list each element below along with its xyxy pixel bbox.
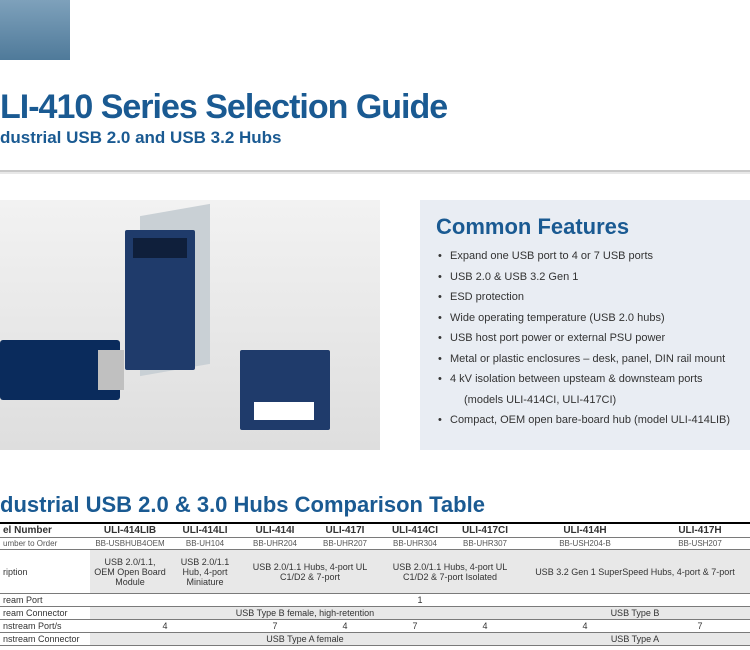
dp-cell: 7 xyxy=(380,620,450,633)
desc-cell: USB 3.2 Gen 1 SuperSpeed Hubs, 4-port & … xyxy=(520,550,750,594)
feature-item: Metal or plastic enclosures – desk, pane… xyxy=(436,351,734,368)
model-cell: ULI-414I xyxy=(240,523,310,538)
table-downstream-conn-row: nstream Connector USB Type A female USB … xyxy=(0,633,750,646)
title-divider xyxy=(0,170,750,174)
feature-item: Expand one USB port to 4 or 7 USB ports xyxy=(436,248,734,265)
table-upstream-port-row: ream Port 1 xyxy=(0,594,750,607)
header-accent-block xyxy=(0,0,70,60)
order-cell: BB-USBHUB4OEM xyxy=(90,538,170,550)
downstream-ports-label: nstream Port/s xyxy=(0,620,90,633)
hero-image xyxy=(0,200,380,450)
order-cell: BB-UHR204 xyxy=(240,538,310,550)
model-cell: ULI-417I xyxy=(310,523,380,538)
table-order-row: umber to Order BB-USBHUB4OEM BB-UH104 BB… xyxy=(0,538,750,550)
features-list: Expand one USB port to 4 or 7 USB ports … xyxy=(436,248,734,429)
order-cell: BB-UHR307 xyxy=(450,538,520,550)
desc-cell: USB 2.0/1.1 Hubs, 4-port UL C1/D2 & 7-po… xyxy=(380,550,520,594)
dp-cell: 7 xyxy=(240,620,310,633)
upstream-port-label: ream Port xyxy=(0,594,90,607)
upstream-conn-a: USB Type B female, high-retention xyxy=(90,607,520,620)
feature-item: USB host port power or external PSU powe… xyxy=(436,330,734,347)
upstream-conn-label: ream Connector xyxy=(0,607,90,620)
common-features-panel: Common Features Expand one USB port to 4… xyxy=(420,200,750,450)
hub-device-graphic-2 xyxy=(240,350,330,430)
hub-device-graphic-1 xyxy=(125,230,195,370)
order-cell: BB-UHR304 xyxy=(380,538,450,550)
downstream-conn-label: nstream Connector xyxy=(0,633,90,646)
model-number-label: el Number xyxy=(0,523,90,538)
title-block: LI-410 Series Selection Guide dustrial U… xyxy=(0,90,750,148)
feature-item: ESD protection xyxy=(436,289,734,306)
dp-cell: 4 xyxy=(520,620,650,633)
model-cell: ULI-414H xyxy=(520,523,650,538)
feature-item-sub: (models ULI-414CI, ULI-417CI) xyxy=(436,392,734,409)
desc-cell: USB 2.0/1.1, OEM Open Board Module xyxy=(90,550,170,594)
dp-cell: 4 xyxy=(310,620,380,633)
features-heading: Common Features xyxy=(436,214,734,240)
page-title: LI-410 Series Selection Guide xyxy=(0,90,730,124)
table-downstream-ports-row: nstream Port/s 4 7 4 7 4 4 7 xyxy=(0,620,750,633)
table-description-row: ription USB 2.0/1.1, OEM Open Board Modu… xyxy=(0,550,750,594)
model-cell: ULI-417H xyxy=(650,523,750,538)
model-cell: ULI-414LI xyxy=(170,523,240,538)
feature-item: 4 kV isolation between upsteam & downste… xyxy=(436,371,734,388)
order-number-label: umber to Order xyxy=(0,538,90,550)
dp-cell: 4 xyxy=(90,620,240,633)
order-cell: BB-UHR207 xyxy=(310,538,380,550)
description-label: ription xyxy=(0,550,90,594)
order-cell: BB-USH204-B xyxy=(520,538,650,550)
downstream-conn-b: USB Type A xyxy=(520,633,750,646)
model-cell: ULI-414LIB xyxy=(90,523,170,538)
pcb-graphic xyxy=(0,340,120,400)
desc-cell: USB 2.0/1.1 Hubs, 4-port UL C1/D2 & 7-po… xyxy=(240,550,380,594)
feature-item: Compact, OEM open bare-board hub (model … xyxy=(436,412,734,429)
dp-cell: 4 xyxy=(450,620,520,633)
downstream-conn-a: USB Type A female xyxy=(90,633,520,646)
model-cell: ULI-414CI xyxy=(380,523,450,538)
comparison-table: el Number ULI-414LIB ULI-414LI ULI-414I … xyxy=(0,522,750,646)
table-header-row: el Number ULI-414LIB ULI-414LI ULI-414I … xyxy=(0,523,750,538)
upstream-port-value: 1 xyxy=(90,594,750,607)
page-subtitle: dustrial USB 2.0 and USB 3.2 Hubs xyxy=(0,128,730,148)
desc-cell: USB 2.0/1.1 Hub, 4-port Miniature xyxy=(170,550,240,594)
upstream-conn-b: USB Type B xyxy=(520,607,750,620)
comparison-table-title: dustrial USB 2.0 & 3.0 Hubs Comparison T… xyxy=(0,492,485,518)
table-upstream-conn-row: ream Connector USB Type B female, high-r… xyxy=(0,607,750,620)
order-cell: BB-UH104 xyxy=(170,538,240,550)
order-cell: BB-USH207 xyxy=(650,538,750,550)
feature-item: USB 2.0 & USB 3.2 Gen 1 xyxy=(436,269,734,286)
model-cell: ULI-417CI xyxy=(450,523,520,538)
dp-cell: 7 xyxy=(650,620,750,633)
feature-item: Wide operating temperature (USB 2.0 hubs… xyxy=(436,310,734,327)
